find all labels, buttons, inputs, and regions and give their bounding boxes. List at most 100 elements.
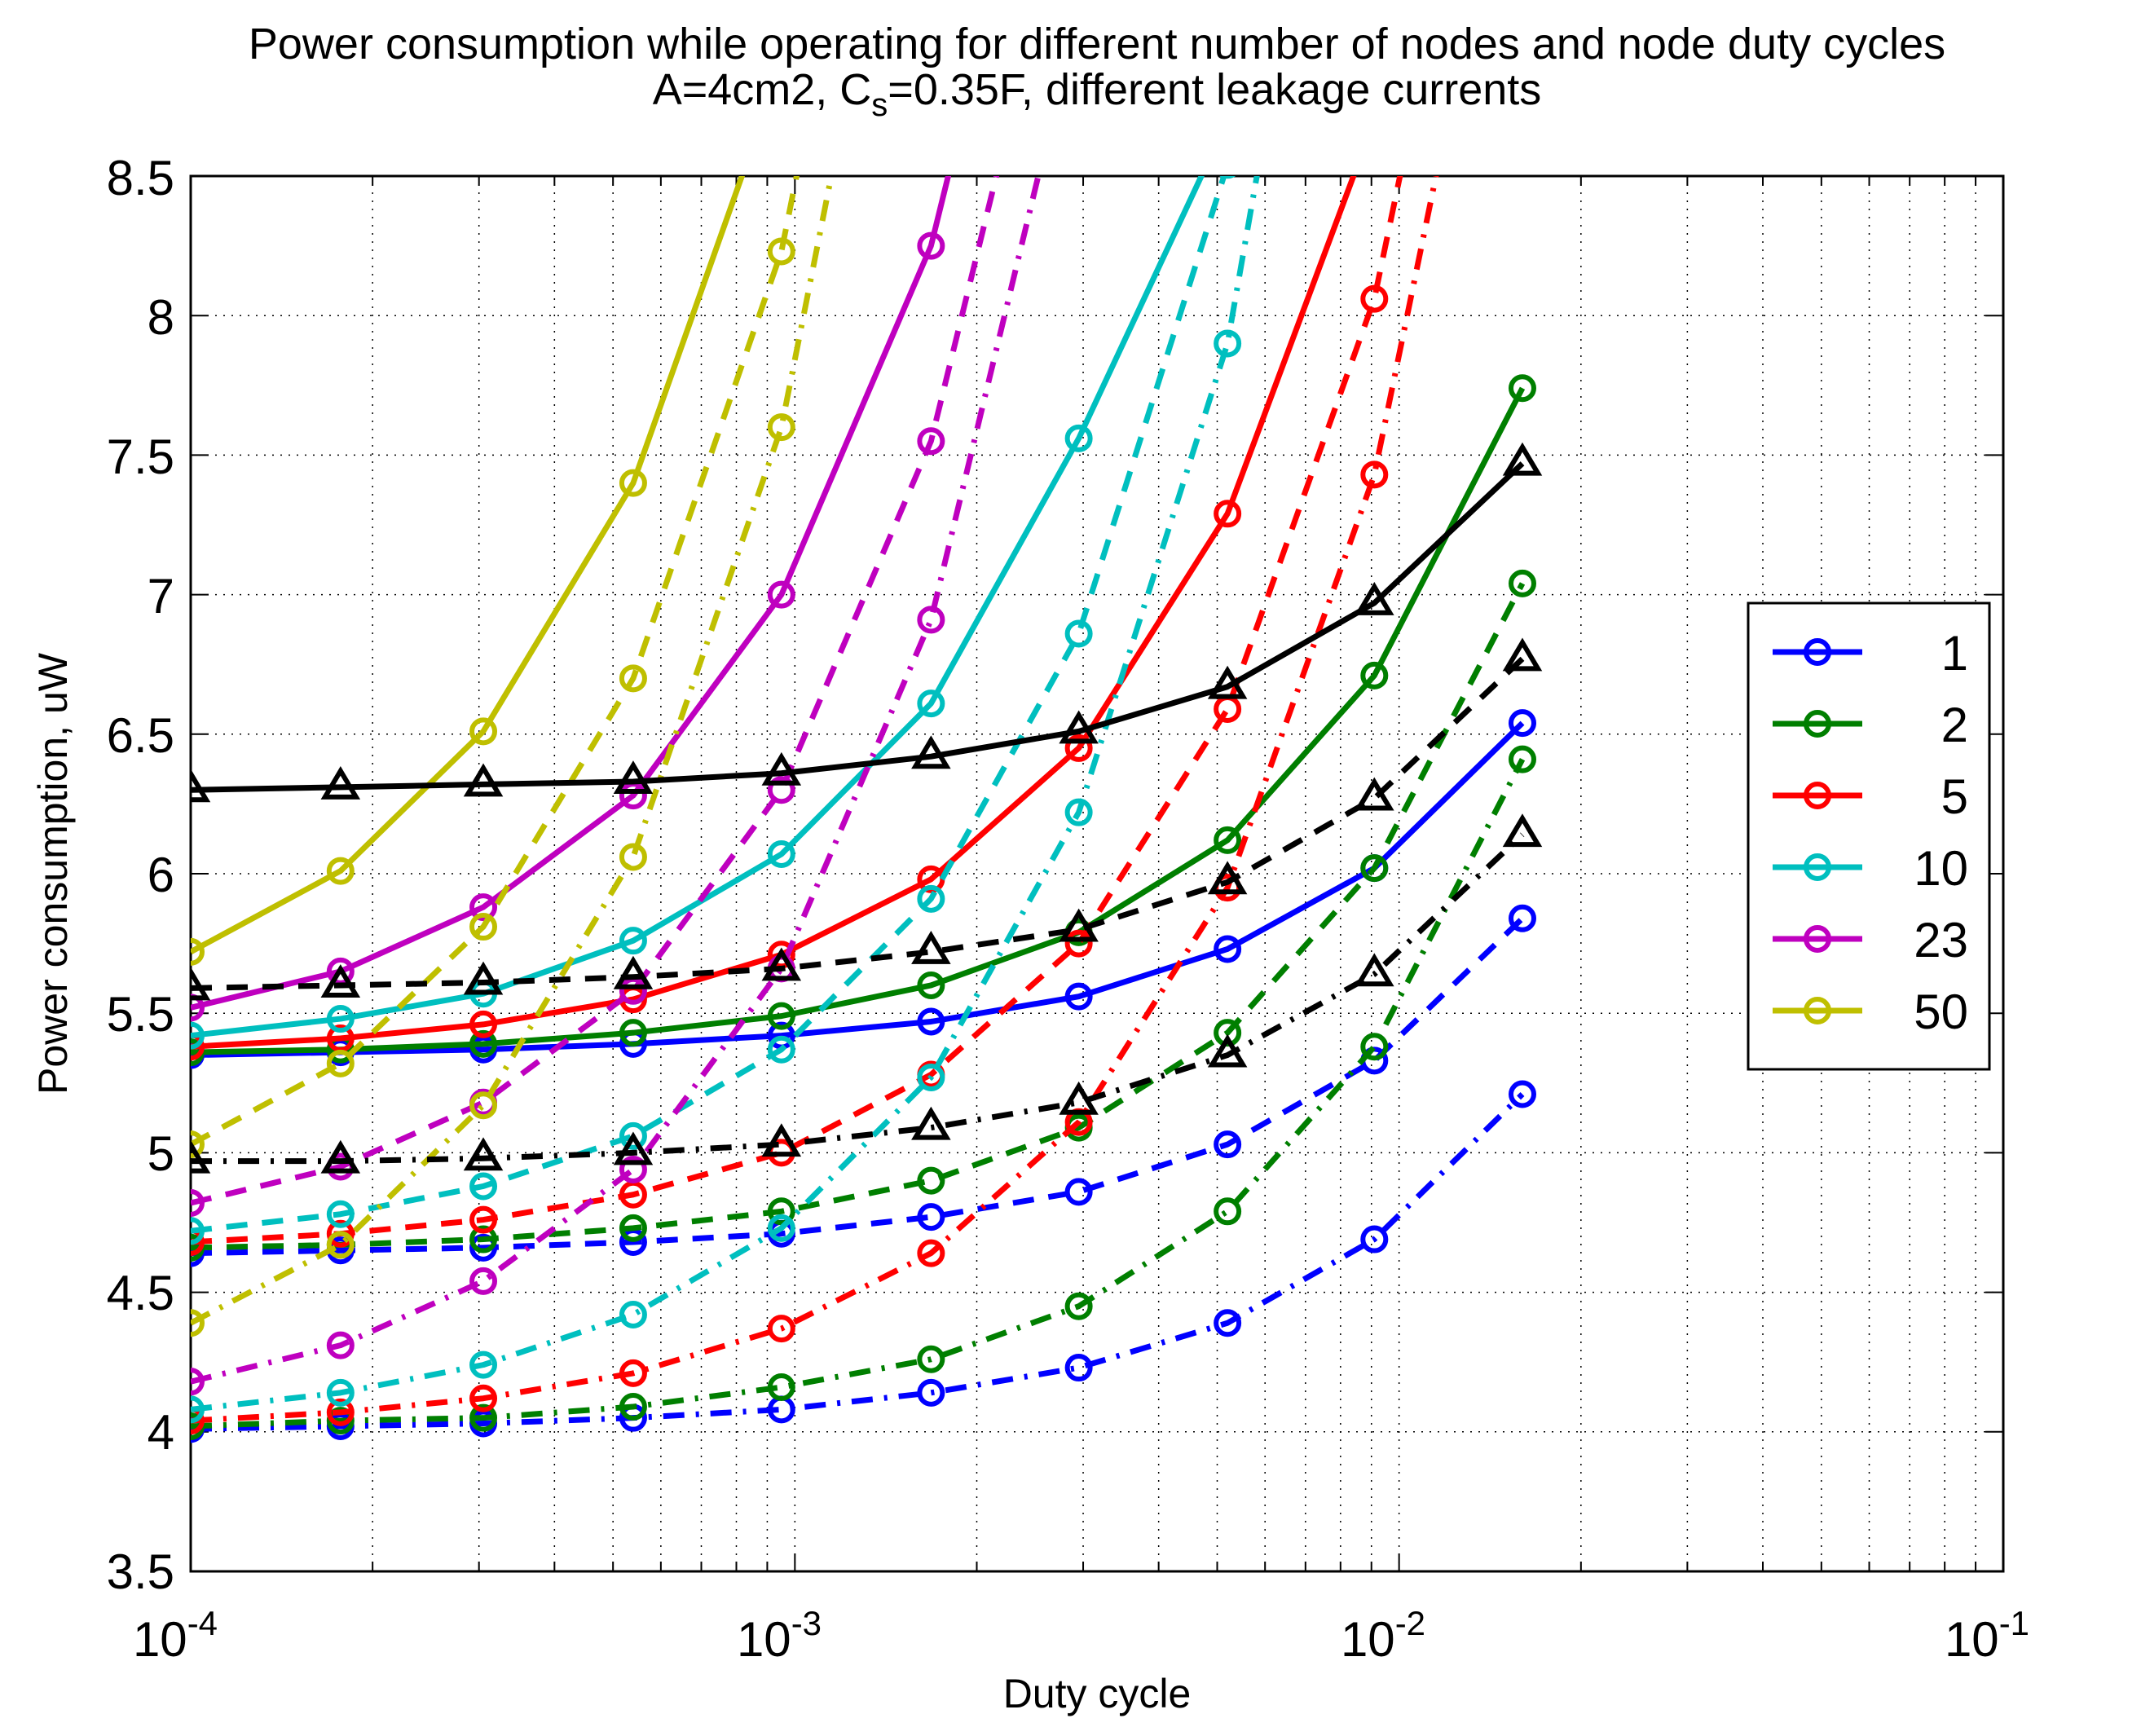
data-point	[469, 1350, 498, 1379]
data-point	[191, 1368, 205, 1396]
data-point	[917, 1166, 945, 1195]
data-point	[1502, 813, 1543, 848]
data-point	[469, 1403, 498, 1432]
chart-subtitle: A=4cm2, Cs=0.35F, different leakage curr…	[653, 65, 1542, 123]
data-point	[1360, 460, 1389, 489]
data-point	[917, 1203, 945, 1232]
y-tick-label: 5	[148, 1126, 174, 1181]
data-point	[191, 937, 205, 966]
series-layer	[191, 176, 1543, 1443]
data-point	[320, 964, 361, 998]
legend-marker	[1804, 710, 1831, 738]
data-point	[191, 1033, 205, 1061]
data-point	[469, 1172, 498, 1201]
y-tick-label: 7	[148, 569, 174, 623]
data-point	[1502, 442, 1543, 476]
y-tick-labels: 3.5 4 4.5 5 5.5 6 6.5 7 7.5 8 8.5	[107, 151, 174, 1599]
data-point	[1064, 929, 1093, 958]
data-point	[761, 947, 802, 981]
data-point	[469, 1029, 498, 1058]
data-point	[1064, 424, 1093, 452]
x-tick-label: 10-4	[133, 1604, 218, 1667]
y-tick-label: 3.5	[107, 1544, 174, 1599]
data-point	[1064, 734, 1093, 762]
data-point	[191, 1217, 205, 1245]
data-point	[191, 1139, 211, 1174]
legend-marker	[1804, 853, 1831, 881]
data-point	[767, 1315, 795, 1343]
data-point	[1207, 861, 1248, 895]
series-black-dashdot	[191, 813, 1543, 1174]
data-point	[1059, 710, 1099, 744]
y-tick-label: 6	[148, 848, 174, 902]
data-point	[767, 1035, 795, 1064]
data-point	[619, 1300, 647, 1328]
data-point	[469, 913, 498, 941]
series-50-dashed	[191, 176, 800, 1159]
legend-label: 1	[1941, 626, 1968, 681]
data-point	[1360, 661, 1389, 690]
legend-label: 5	[1941, 769, 1968, 824]
data-point	[619, 843, 647, 871]
series-10-solid	[191, 176, 1205, 1050]
series-line	[191, 176, 746, 954]
data-point	[1214, 826, 1242, 854]
data-point	[191, 769, 211, 803]
data-point	[1064, 1292, 1093, 1320]
series-50-solid	[191, 176, 746, 966]
data-point	[469, 1233, 498, 1262]
series-line	[191, 176, 1403, 1245]
data-point	[917, 231, 945, 260]
data-point	[917, 1345, 945, 1373]
data-point	[326, 1398, 355, 1426]
x-tick-label: 10-1	[1945, 1604, 2029, 1667]
series-line	[191, 758, 1526, 1430]
data-point	[619, 1019, 647, 1047]
series-line	[191, 176, 1000, 1206]
series-line	[191, 176, 1205, 1039]
series-line	[191, 461, 1525, 793]
data-point	[1064, 982, 1093, 1011]
series-line	[191, 582, 1526, 1251]
data-point	[1214, 1197, 1242, 1226]
legend-marker	[1804, 782, 1831, 809]
data-point	[326, 1378, 355, 1407]
data-point	[469, 1267, 498, 1295]
data-point	[767, 237, 795, 266]
data-point	[917, 1239, 945, 1267]
data-point	[326, 1231, 355, 1259]
data-point	[191, 1395, 205, 1424]
y-tick-label: 6.5	[107, 708, 174, 763]
data-point	[767, 1373, 795, 1402]
data-point	[1355, 777, 1394, 811]
data-point	[917, 1007, 945, 1036]
data-point	[1064, 619, 1093, 648]
data-point	[326, 1331, 355, 1359]
data-point	[761, 1123, 802, 1157]
data-point	[613, 955, 654, 989]
legend-box	[1747, 601, 1991, 1071]
series-2-dashdot	[191, 745, 1536, 1440]
data-point	[767, 1214, 795, 1242]
data-point	[917, 606, 945, 634]
data-point	[1214, 1019, 1242, 1047]
data-point	[1064, 798, 1093, 826]
series-black-dashed	[191, 637, 1543, 1001]
data-point	[1207, 665, 1248, 699]
data-point	[1214, 1130, 1242, 1159]
data-point	[917, 1063, 945, 1091]
legend-label: 23	[1914, 913, 1968, 967]
data-point	[619, 664, 647, 693]
chart-title: Power consumption while operating for di…	[249, 20, 1945, 68]
data-point	[1502, 637, 1543, 672]
data-point	[191, 1227, 205, 1256]
data-point	[463, 763, 504, 797]
y-tick-label: 8.5	[107, 151, 174, 205]
data-point	[1064, 1354, 1093, 1382]
legend-label: 50	[1914, 985, 1968, 1039]
data-point	[613, 1131, 654, 1165]
legend-marker	[1804, 925, 1831, 953]
y-tick-label: 8	[148, 290, 174, 345]
data-point	[191, 1130, 205, 1159]
